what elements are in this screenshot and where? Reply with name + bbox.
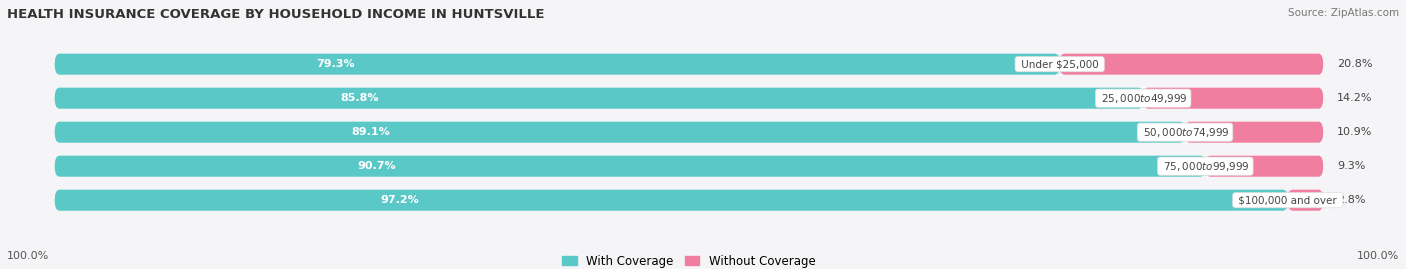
Text: Source: ZipAtlas.com: Source: ZipAtlas.com xyxy=(1288,8,1399,18)
Text: HEALTH INSURANCE COVERAGE BY HOUSEHOLD INCOME IN HUNTSVILLE: HEALTH INSURANCE COVERAGE BY HOUSEHOLD I… xyxy=(7,8,544,21)
FancyBboxPatch shape xyxy=(55,190,1288,211)
FancyBboxPatch shape xyxy=(55,190,1323,211)
Text: 2.8%: 2.8% xyxy=(1337,195,1365,205)
FancyBboxPatch shape xyxy=(55,122,1185,143)
Text: 90.7%: 90.7% xyxy=(357,161,396,171)
FancyBboxPatch shape xyxy=(1205,156,1323,177)
Text: $100,000 and over: $100,000 and over xyxy=(1236,195,1340,205)
FancyBboxPatch shape xyxy=(1060,54,1323,75)
Text: 10.9%: 10.9% xyxy=(1337,127,1372,137)
FancyBboxPatch shape xyxy=(55,54,1060,75)
Text: $75,000 to $99,999: $75,000 to $99,999 xyxy=(1160,160,1250,173)
Text: 85.8%: 85.8% xyxy=(340,93,378,103)
Text: 79.3%: 79.3% xyxy=(316,59,356,69)
Text: $50,000 to $74,999: $50,000 to $74,999 xyxy=(1140,126,1230,139)
FancyBboxPatch shape xyxy=(55,54,1323,75)
Text: 14.2%: 14.2% xyxy=(1337,93,1372,103)
FancyBboxPatch shape xyxy=(55,88,1323,109)
FancyBboxPatch shape xyxy=(55,156,1323,177)
Legend: With Coverage, Without Coverage: With Coverage, Without Coverage xyxy=(558,250,820,269)
Text: 89.1%: 89.1% xyxy=(352,127,391,137)
Text: Under $25,000: Under $25,000 xyxy=(1018,59,1102,69)
Text: 9.3%: 9.3% xyxy=(1337,161,1365,171)
FancyBboxPatch shape xyxy=(55,122,1323,143)
Text: 100.0%: 100.0% xyxy=(7,251,49,261)
FancyBboxPatch shape xyxy=(1185,122,1323,143)
FancyBboxPatch shape xyxy=(55,88,1143,109)
FancyBboxPatch shape xyxy=(1143,88,1323,109)
Text: 97.2%: 97.2% xyxy=(381,195,419,205)
FancyBboxPatch shape xyxy=(1288,190,1323,211)
Text: 100.0%: 100.0% xyxy=(1357,251,1399,261)
Text: $25,000 to $49,999: $25,000 to $49,999 xyxy=(1098,92,1188,105)
Text: 20.8%: 20.8% xyxy=(1337,59,1372,69)
FancyBboxPatch shape xyxy=(55,156,1205,177)
